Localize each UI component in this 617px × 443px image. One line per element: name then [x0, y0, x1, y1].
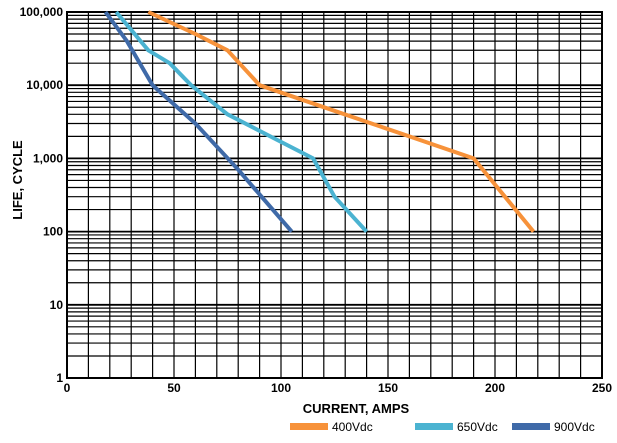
x-tick-label: 150	[378, 381, 398, 395]
legend-label-900Vdc: 900Vdc	[554, 420, 595, 434]
x-tick-label: 50	[167, 381, 181, 395]
series-line-900Vdc	[103, 10, 294, 233]
plot-frame	[66, 11, 603, 379]
x-tick-label: 250	[592, 381, 612, 395]
x-tick-label: 100	[271, 381, 291, 395]
legend-swatch-650Vdc	[415, 423, 453, 430]
y-axis-ticks: 1 10 100 1,000 10,000 100,000	[20, 5, 64, 385]
legend-label-650Vdc: 650Vdc	[457, 420, 498, 434]
series-lines	[103, 10, 536, 233]
x-axis-ticks: 0 50 100 150 200 250	[64, 381, 613, 395]
y-tick-label: 1,000	[33, 151, 63, 165]
y-tick-label: 100,000	[20, 5, 64, 19]
legend-swatch-400Vdc	[290, 423, 328, 430]
x-tick-label: 0	[64, 381, 71, 395]
grid-lines	[67, 12, 602, 378]
legend-label-400Vdc: 400Vdc	[332, 420, 373, 434]
y-tick-label: 1	[56, 371, 63, 385]
x-axis-title: CURRENT, AMPS	[303, 401, 410, 416]
y-tick-label: 10	[50, 298, 64, 312]
y-tick-label: 10,000	[26, 78, 63, 92]
x-tick-label: 200	[485, 381, 505, 395]
series-line-400Vdc	[147, 10, 536, 233]
y-axis-title: LIFE, CYCLE	[10, 140, 25, 220]
legend-swatch-900Vdc	[512, 423, 550, 430]
y-tick-label: 100	[43, 225, 63, 239]
legend: 400Vdc 650Vdc 900Vdc	[290, 420, 595, 434]
series-line-650Vdc	[114, 10, 369, 233]
plot-border	[66, 11, 603, 379]
